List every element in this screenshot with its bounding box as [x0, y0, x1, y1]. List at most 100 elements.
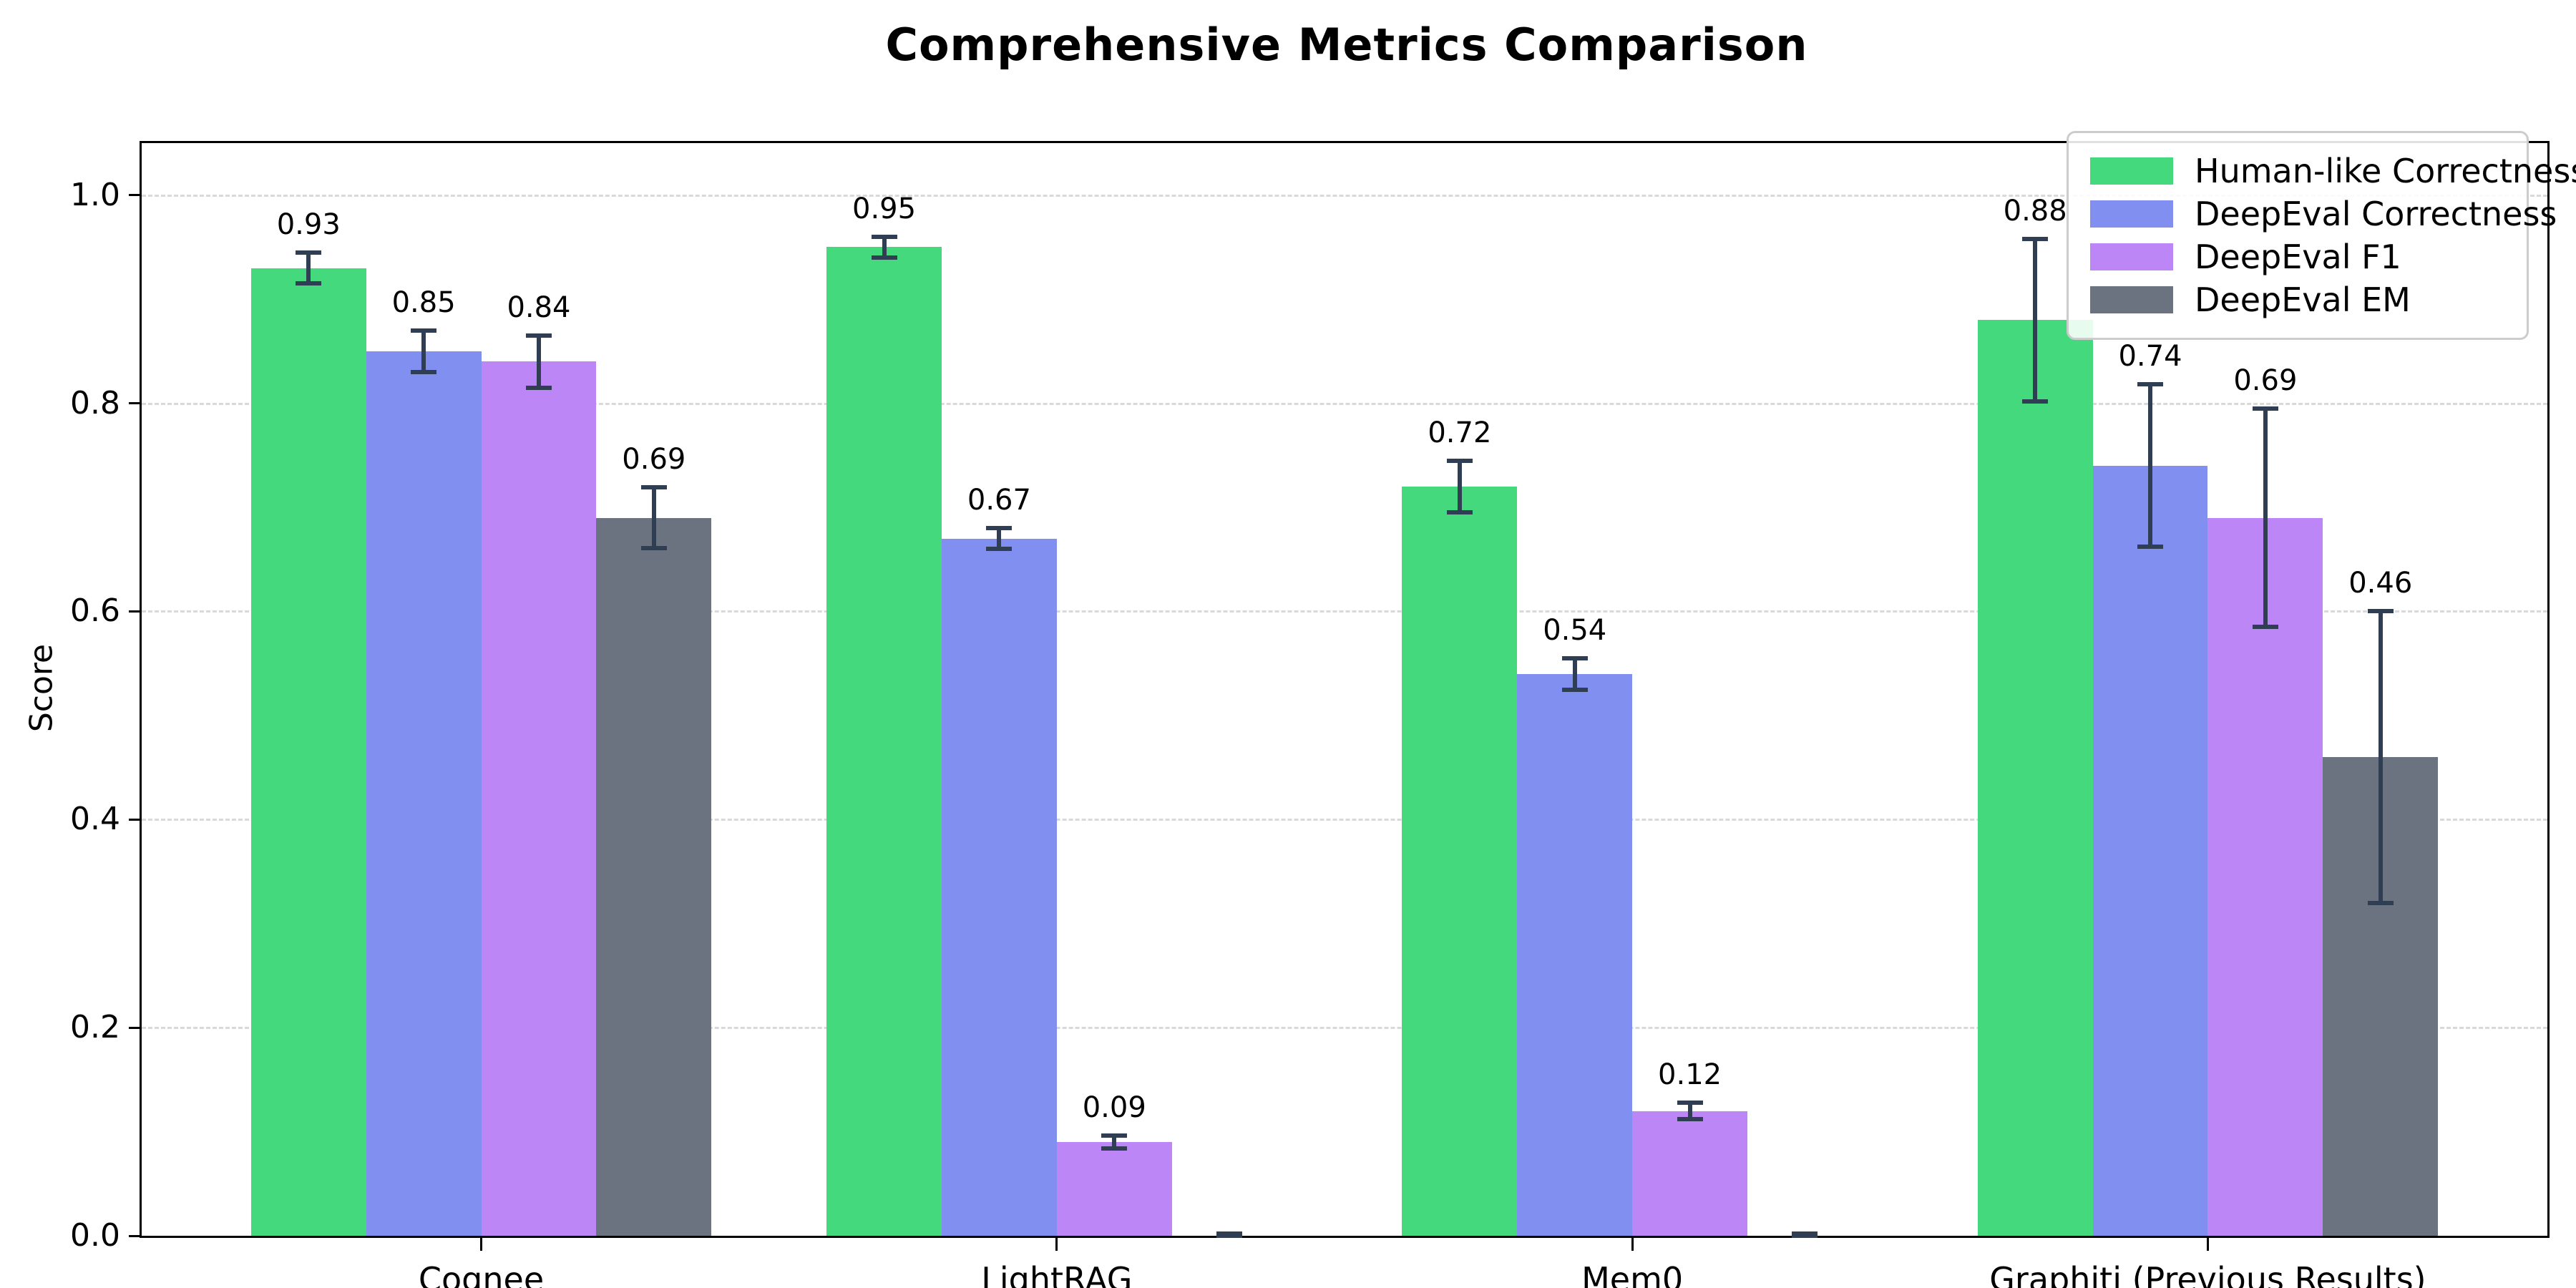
- bar-human-like-correctness-lightrag: [826, 247, 942, 1236]
- error-bar: [1687, 1102, 1692, 1120]
- bar-value-label: 0.95: [852, 192, 917, 225]
- bar-value-label: 0.85: [391, 286, 456, 319]
- bar-deepeval-f1-graphiti-previous-results-: [2207, 517, 2323, 1236]
- bar-human-like-correctness-cognee: [250, 268, 366, 1236]
- legend-label: DeepEval EM: [2195, 280, 2411, 319]
- y-tick-mark: [129, 402, 142, 405]
- y-tick-label: 0.8: [70, 384, 120, 421]
- bar-deepeval-correctness-lightrag: [941, 538, 1057, 1236]
- x-tick-mark: [2206, 1238, 2209, 1251]
- legend-item: DeepEval Correctness: [2090, 193, 2557, 235]
- bar-deepeval-f1-cognee: [481, 361, 597, 1236]
- bar-value-label: 0.67: [967, 484, 1031, 517]
- error-cap-top: [2367, 609, 2394, 614]
- bar-value-label: 0.74: [2118, 340, 2182, 374]
- gridline: [142, 402, 2547, 405]
- bar-value-label: 0.69: [622, 443, 686, 477]
- legend-swatch: [2090, 200, 2173, 228]
- error-cap-bottom: [1677, 1117, 1703, 1122]
- error-cap-bottom: [1101, 1146, 1128, 1151]
- x-tick-label: Graphiti (Previous Results): [1989, 1260, 2426, 1288]
- error-bar: [1457, 460, 1462, 513]
- error-cap-top: [2252, 406, 2278, 411]
- legend-item: DeepEval EM: [2090, 279, 2505, 321]
- error-cap-top: [1446, 458, 1473, 463]
- bar-value-label: 0.88: [2003, 194, 2067, 228]
- error-cap-top: [525, 333, 552, 338]
- error-cap-bottom: [2022, 399, 2049, 404]
- bar-value-label: 0.93: [276, 208, 341, 241]
- gridline: [142, 1027, 2547, 1030]
- error-bar: [2378, 611, 2383, 903]
- bar-deepeval-correctness-graphiti-previous-results-: [2092, 465, 2208, 1236]
- error-cap-top: [640, 485, 667, 490]
- y-tick-label: 0.6: [70, 592, 120, 630]
- y-tick-mark: [129, 610, 142, 613]
- bar-deepeval-f1-lightrag: [1056, 1142, 1172, 1236]
- bar-value-label: 0.54: [1543, 613, 1607, 647]
- error-cap-top: [986, 526, 1013, 531]
- error-cap-bottom: [2252, 625, 2278, 630]
- error-bar: [306, 252, 311, 284]
- y-tick-mark: [129, 1234, 142, 1237]
- legend-swatch: [2090, 157, 2173, 185]
- y-tick-mark: [129, 194, 142, 197]
- error-cap-top: [1101, 1133, 1128, 1138]
- bar-deepeval-correctness-cognee: [366, 351, 482, 1236]
- error-cap-bottom: [1446, 510, 1473, 515]
- bar-value-label: 0.84: [507, 291, 571, 325]
- legend-item: DeepEval F1: [2090, 236, 2505, 278]
- x-tick-label: Mem0: [1581, 1260, 1684, 1288]
- legend-item: Human-like Correctness: [2090, 150, 2576, 192]
- error-cap-bottom: [1561, 687, 1588, 692]
- y-tick-label: 1.0: [70, 176, 120, 213]
- bar-deepeval-correctness-mem0: [1517, 673, 1633, 1236]
- x-tick-mark: [1631, 1238, 1634, 1251]
- chart-title: Comprehensive Metrics Comparison: [885, 19, 1808, 71]
- error-bar: [882, 236, 887, 258]
- gridline: [142, 819, 2547, 821]
- error-cap-bottom: [1792, 1234, 1818, 1238]
- error-cap-top: [296, 250, 322, 255]
- error-cap-bottom: [525, 385, 552, 390]
- error-cap-bottom: [986, 547, 1013, 552]
- error-cap-bottom: [296, 281, 322, 286]
- error-cap-bottom: [640, 545, 667, 550]
- error-cap-bottom: [2367, 900, 2394, 905]
- error-cap-bottom: [871, 255, 897, 260]
- x-tick-label: LightRAG: [981, 1260, 1133, 1288]
- bar-value-label: 0.46: [2348, 567, 2413, 600]
- error-bar: [421, 330, 426, 372]
- legend-label: DeepEval Correctness: [2195, 195, 2557, 233]
- legend-swatch: [2090, 243, 2173, 270]
- y-axis-label: Score: [23, 643, 60, 733]
- error-cap-top: [1561, 655, 1588, 660]
- bar-deepeval-f1-mem0: [1632, 1111, 1747, 1236]
- error-cap-bottom: [411, 369, 437, 374]
- legend-label: Human-like Correctness: [2195, 152, 2576, 190]
- error-bar: [997, 528, 1002, 550]
- y-tick-label: 0.4: [70, 801, 120, 838]
- bar-human-like-correctness-mem0: [1402, 486, 1518, 1236]
- error-cap-bottom: [2137, 545, 2164, 550]
- error-cap-bottom: [1216, 1234, 1243, 1238]
- y-tick-mark: [129, 1026, 142, 1029]
- legend: Human-like Correctness DeepEval Correctne…: [2067, 131, 2576, 340]
- y-tick-mark: [129, 818, 142, 821]
- error-cap-top: [411, 328, 437, 333]
- x-tick-mark: [1055, 1238, 1058, 1251]
- bar-value-label: 0.09: [1082, 1091, 1146, 1125]
- error-cap-top: [1677, 1100, 1703, 1105]
- y-tick-label: 0.2: [70, 1009, 120, 1046]
- bar-value-label: 0.12: [1658, 1058, 1722, 1091]
- error-bar: [2033, 238, 2038, 401]
- error-cap-top: [2137, 382, 2164, 387]
- x-tick-mark: [480, 1238, 483, 1251]
- bar-value-label: 0.69: [2233, 364, 2298, 397]
- error-cap-top: [2022, 236, 2049, 241]
- error-bar: [536, 336, 541, 388]
- error-bar: [1572, 658, 1577, 690]
- error-bar: [2263, 408, 2268, 628]
- y-tick-label: 0.0: [70, 1217, 120, 1254]
